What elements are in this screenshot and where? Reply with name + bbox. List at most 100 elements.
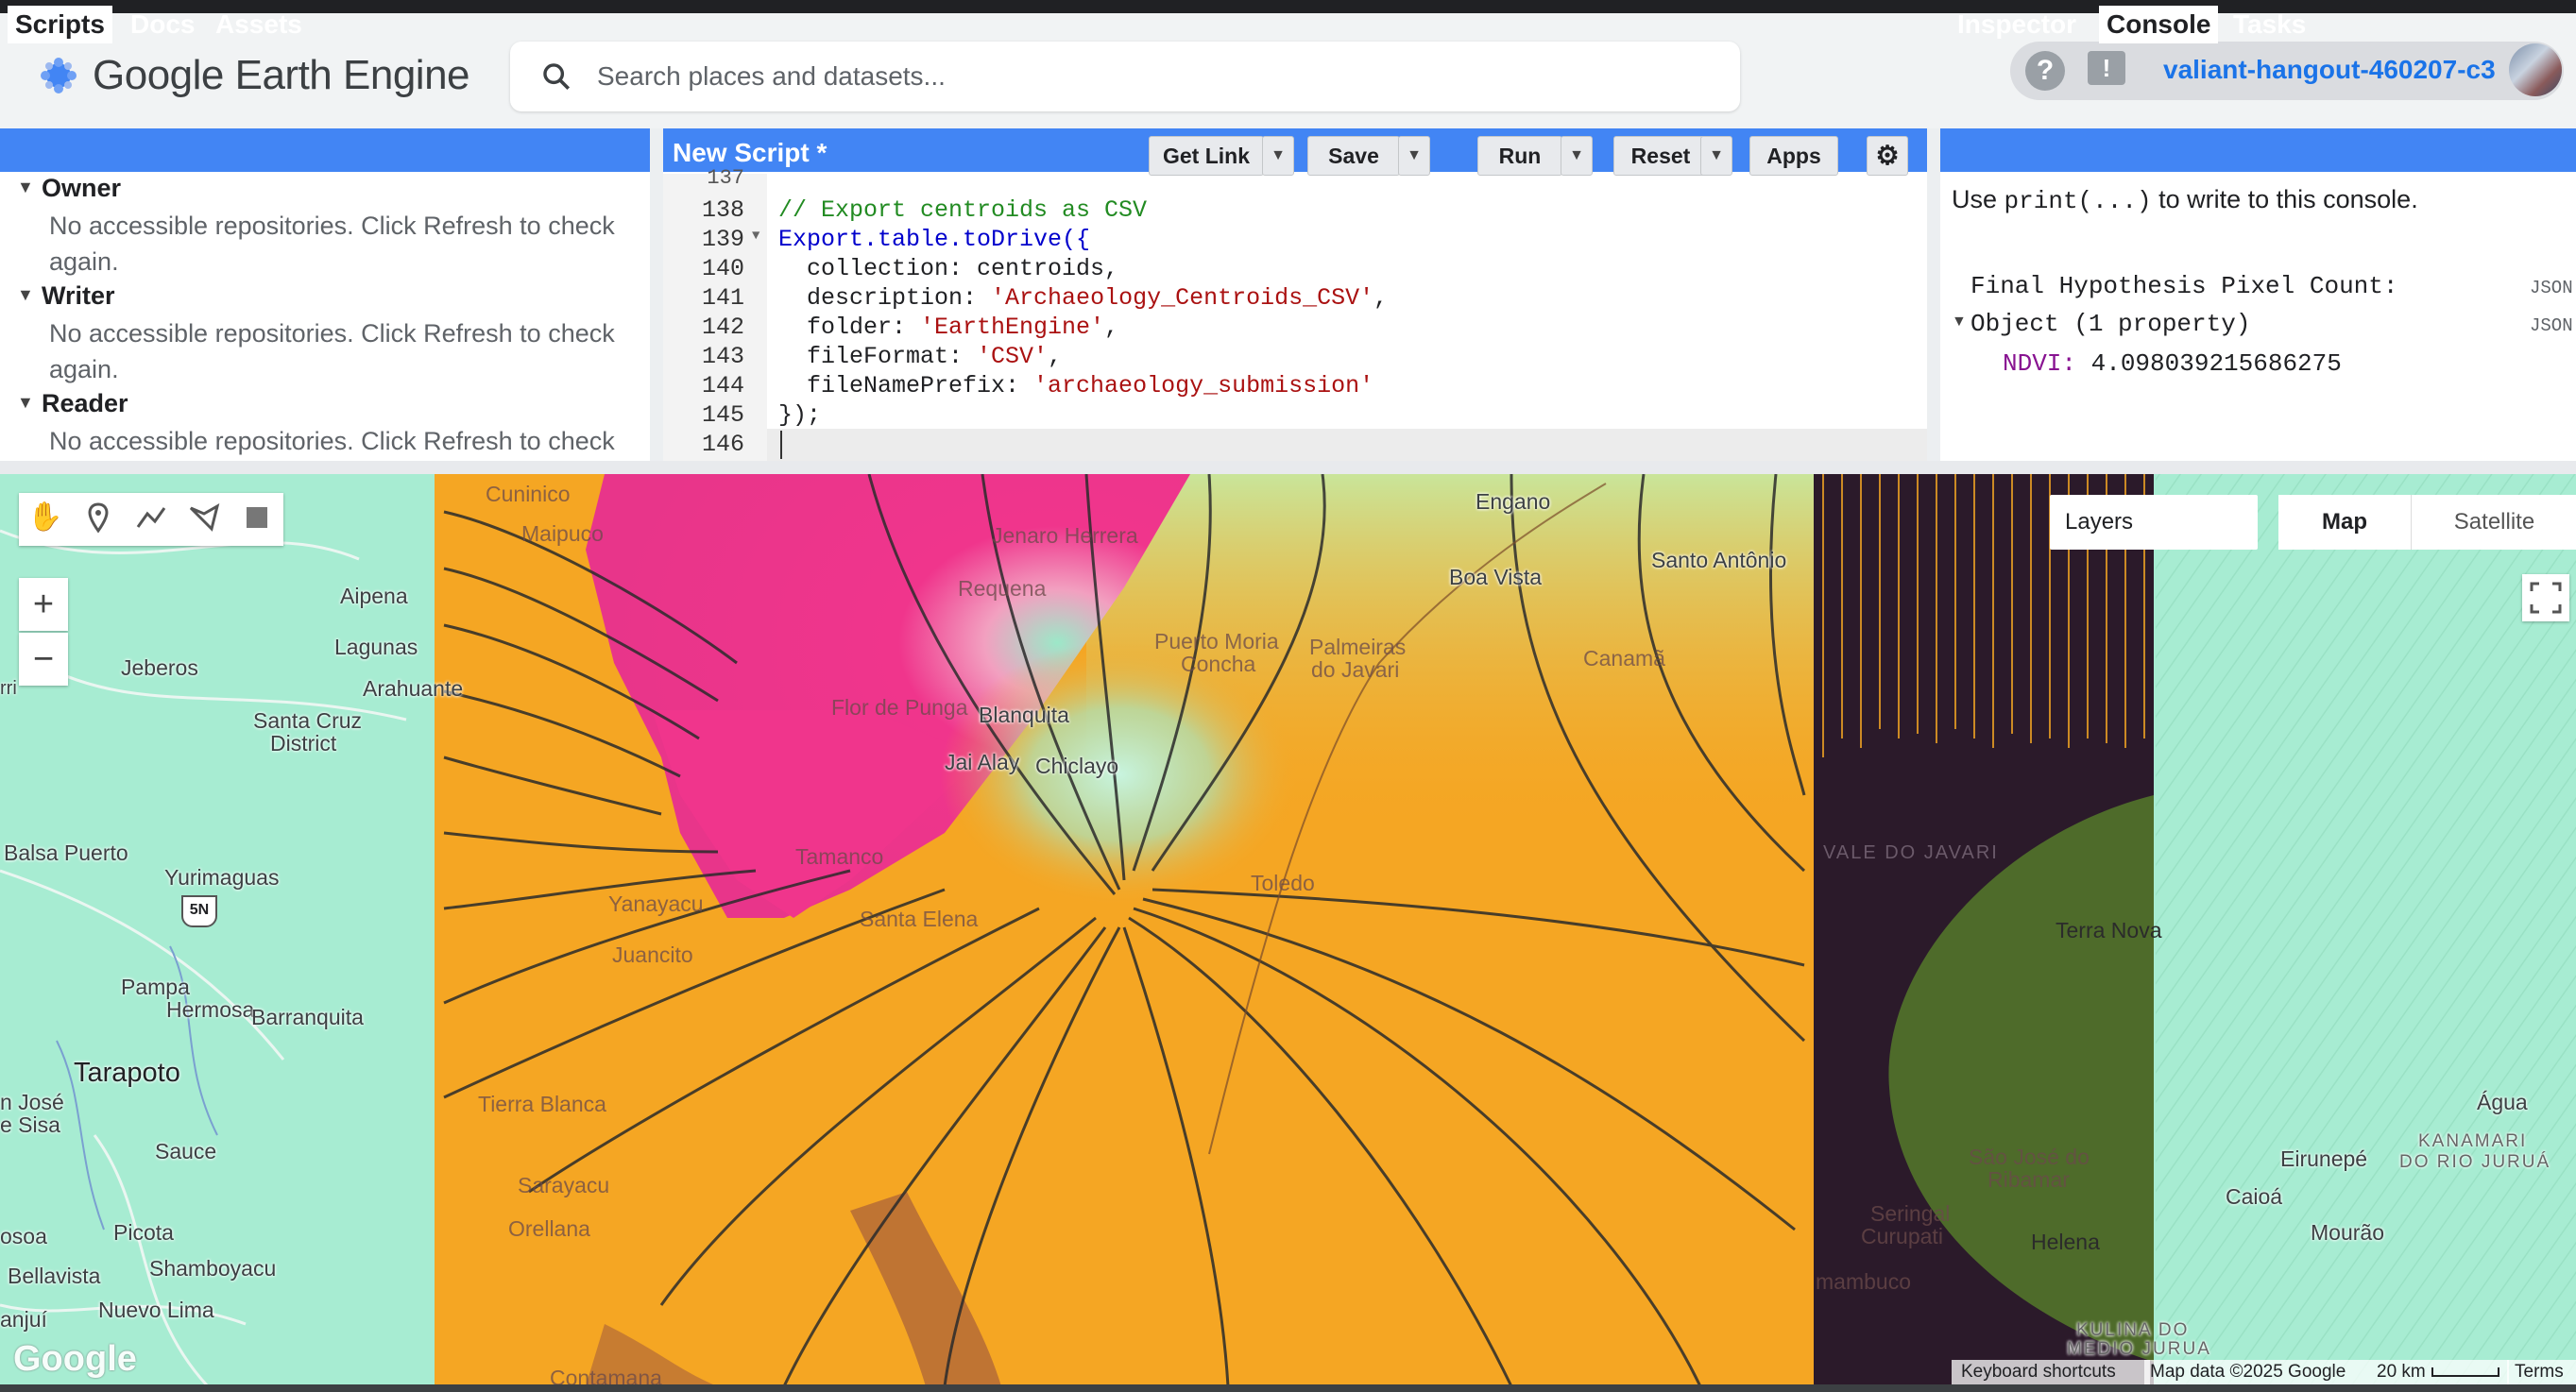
place-label: Cuninico [486, 482, 571, 506]
writer-message: No accessible repositories. Click Refres… [49, 319, 615, 348]
editor-header [663, 128, 1927, 172]
avatar[interactable] [2509, 43, 2562, 96]
expand-owner-icon[interactable]: ▼ [17, 178, 34, 196]
place-label: Aipena [340, 584, 408, 608]
reset-button[interactable]: Reset [1613, 136, 1708, 176]
search-box[interactable] [510, 42, 1740, 111]
code-string: 'CSV' [977, 343, 1049, 370]
place-label: Nuevo Lima [98, 1298, 214, 1322]
fold-arrow-icon[interactable]: ▼ [752, 229, 760, 244]
place-label: DO RIO JURUÁ [2399, 1152, 2551, 1172]
tab-inspector[interactable]: Inspector [1957, 9, 2077, 39]
tab-docs[interactable]: Docs [130, 9, 196, 39]
tab-scripts[interactable]: Scripts [8, 6, 112, 43]
tree-owner[interactable]: Owner [42, 174, 122, 202]
place-label: Seringal [1870, 1201, 1951, 1226]
line-number: 143 [701, 343, 744, 370]
map-canvas[interactable]: Cuninico Maipuco Jenaro Herrera Requena … [0, 474, 2576, 1386]
apps-button[interactable]: Apps [1749, 136, 1838, 176]
google-logo[interactable]: Google [13, 1339, 137, 1379]
line-number: 141 [701, 284, 744, 312]
console-header [1940, 128, 2576, 172]
get-link-dropdown-icon[interactable]: ▼ [1262, 136, 1294, 176]
code-line-140[interactable]: collection: centroids, [778, 255, 1119, 282]
pan-hand-icon[interactable]: ✋ [21, 493, 70, 542]
tab-console[interactable]: Console [2099, 6, 2219, 43]
place-label: Santo Antônio [1651, 548, 1787, 572]
place-label: do Javari [1311, 657, 1400, 682]
code-key: fileFormat: [778, 343, 978, 370]
place-label: Barranquita [251, 1005, 364, 1029]
place-label: Tierra Blanca [478, 1092, 606, 1116]
layers-button[interactable]: Layers [2050, 495, 2258, 550]
code-line-143[interactable]: fileFormat: 'CSV', [778, 343, 1062, 370]
tab-assets[interactable]: Assets [215, 9, 302, 39]
save-dropdown-icon[interactable]: ▼ [1398, 136, 1430, 176]
place-label: Santa Cruz [253, 708, 363, 733]
tree-reader[interactable]: Reader [42, 389, 128, 417]
save-button[interactable]: Save [1307, 136, 1400, 176]
hint-code: print(...) [2004, 187, 2152, 215]
panel-splitter-right[interactable] [1927, 128, 1940, 461]
draw-polygon-icon[interactable] [179, 493, 229, 542]
keyboard-shortcuts-link[interactable]: Keyboard shortcuts [1952, 1360, 2150, 1384]
line-number: 145 [701, 401, 744, 429]
line-number: 138 [701, 196, 744, 224]
place-label: Sauce [155, 1139, 217, 1163]
map-type-satellite-button[interactable]: Satellite [2411, 495, 2576, 550]
place-label: n José [0, 1090, 64, 1114]
place-label: São José do [1969, 1145, 2090, 1169]
place-label: Blanquita [979, 703, 1069, 727]
run-button[interactable]: Run [1477, 136, 1562, 176]
code-string: 'archaeology_submission' [1033, 372, 1374, 399]
reset-dropdown-icon[interactable]: ▼ [1700, 136, 1732, 176]
settings-gear-icon[interactable]: ⚙ [1867, 136, 1908, 176]
code-line-141[interactable]: description: 'Archaeology_Centroids_CSV'… [778, 284, 1388, 312]
console-object[interactable]: Object (1 property) [1970, 310, 2251, 338]
search-input[interactable] [595, 60, 1638, 93]
scale-bar[interactable]: 20 km [2371, 1360, 2509, 1384]
fullscreen-icon[interactable] [2522, 574, 2569, 621]
place-label: Contamana [550, 1366, 662, 1386]
help-icon[interactable]: ? [2025, 51, 2065, 91]
code-line-139[interactable]: Export.table.toDrive({ [778, 226, 1091, 253]
zoom-in-button[interactable]: + [19, 578, 68, 631]
code-line-145[interactable]: }); [778, 401, 822, 429]
map-type-map-button[interactable]: Map [2278, 495, 2411, 550]
get-link-button[interactable]: Get Link [1149, 136, 1264, 176]
json-toggle[interactable]: JSON [2530, 278, 2573, 298]
code-line-142[interactable]: folder: 'EarthEngine', [778, 314, 1118, 341]
code-line-144[interactable]: fileNamePrefix: 'archaeology_submission' [778, 372, 1373, 399]
expand-reader-icon[interactable]: ▼ [17, 393, 34, 412]
draw-line-icon[interactable] [127, 493, 176, 542]
place-label: rri [0, 678, 17, 699]
code-line-138[interactable]: // Export centroids as CSV [778, 196, 1148, 224]
tree-writer[interactable]: Writer [42, 281, 115, 310]
json-toggle[interactable]: JSON [2530, 315, 2573, 336]
app-logo[interactable]: Google Earth Engine [38, 49, 470, 102]
panel-splitter-left[interactable] [650, 128, 663, 461]
zoom-out-button[interactable]: − [19, 633, 68, 686]
run-dropdown-icon[interactable]: ▼ [1561, 136, 1593, 176]
code-punct: , [1048, 343, 1063, 370]
writer-message-cont: again. [49, 355, 119, 383]
terms-link[interactable]: Terms [2507, 1360, 2576, 1384]
expand-writer-icon[interactable]: ▼ [17, 285, 34, 304]
map-layer-render [0, 474, 2576, 1386]
code-punct: , [1104, 314, 1119, 341]
add-marker-icon[interactable] [74, 493, 123, 542]
draw-rectangle-icon[interactable] [232, 493, 281, 542]
place-label: KULINA DO [2076, 1320, 2190, 1340]
map-divider[interactable] [0, 461, 2576, 474]
account-name[interactable]: valiant-hangout-460207-c3 [2163, 55, 2496, 84]
line-number: 137 [707, 166, 744, 190]
active-line-highlight [767, 429, 1927, 461]
feedback-icon[interactable]: ! [2088, 51, 2125, 85]
line-number: 139 [701, 226, 744, 253]
line-number-gutter [663, 174, 767, 461]
expand-object-icon[interactable]: ▼ [1952, 314, 1967, 330]
place-label: Sarayacu [518, 1173, 610, 1197]
place-label: Shamboyacu [149, 1256, 277, 1281]
tab-tasks[interactable]: Tasks [2233, 9, 2307, 39]
script-title[interactable]: New Script * [673, 138, 827, 167]
